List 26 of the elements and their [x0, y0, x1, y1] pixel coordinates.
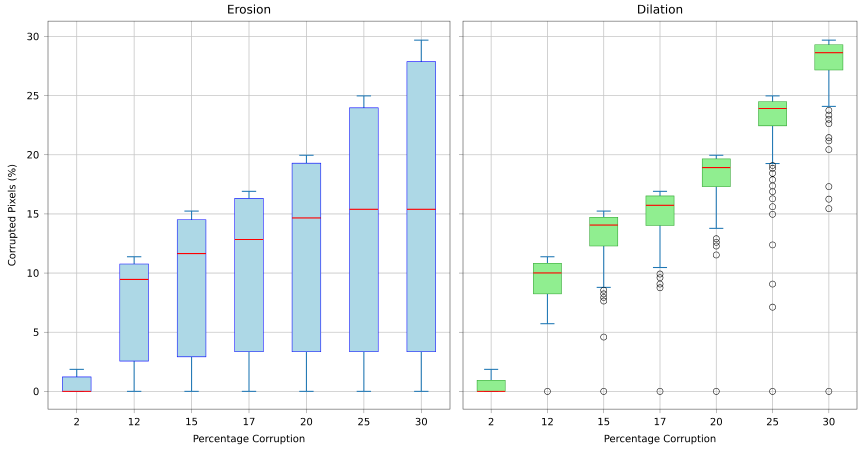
x-tick-label: 20 — [710, 418, 722, 426]
x-tick-label: 30 — [823, 418, 835, 426]
y-tick-label: 15 — [28, 210, 38, 218]
x-tick-label: 17 — [654, 418, 666, 426]
y-tick-label: 5 — [34, 328, 38, 336]
y-tick-label: 20 — [27, 151, 39, 159]
x-tick-label: 30 — [416, 418, 427, 426]
x-tick-label: 2 — [74, 418, 79, 426]
x-tick-label: 2 — [488, 418, 494, 426]
y-tick-label: 30 — [27, 32, 39, 40]
x-tick-label: 12 — [542, 418, 553, 426]
x-tick-label: 12 — [128, 418, 140, 426]
chart-title: Erosion — [228, 4, 270, 14]
x-tick-label: 20 — [300, 418, 312, 426]
x-tick-label: 15 — [186, 418, 198, 426]
y-tick-label: 0 — [34, 388, 39, 396]
x-axis-title: Percentage Corruption — [194, 434, 304, 444]
y-tick-label: 25 — [27, 92, 38, 100]
x-tick-label: 17 — [244, 418, 254, 426]
x-tick-label: 15 — [598, 418, 610, 426]
y-axis-title: Corrupted Pixels (%) — [8, 165, 18, 266]
chart-title: Dilation — [638, 4, 682, 14]
x-axis-title: Percentage Corruption — [604, 434, 716, 444]
x-tick-label: 25 — [766, 418, 778, 426]
x-tick-label: 25 — [358, 418, 370, 426]
y-tick-label: 10 — [28, 269, 39, 278]
